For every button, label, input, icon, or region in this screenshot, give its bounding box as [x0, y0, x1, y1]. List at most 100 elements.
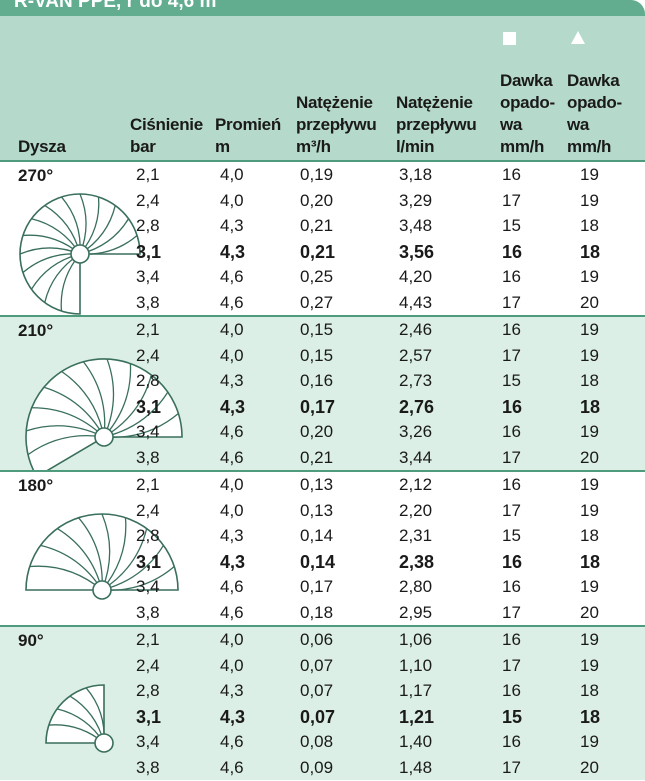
- table-cell: 4,6: [220, 757, 244, 777]
- row-group: 90° 2,1 4,0 0,06 1,06 16 19 2,4 4,0 0,07 1,10 17 19 2…: [0, 625, 645, 780]
- table-cell: 2,73: [399, 371, 433, 390]
- table-cell: 4,0: [220, 475, 244, 494]
- triangle-icon: [571, 31, 585, 44]
- table-cell: 18: [580, 526, 599, 545]
- table-cell: 0,20: [300, 422, 334, 441]
- table-cell: 2,8: [136, 526, 160, 545]
- table-cell: 19: [580, 267, 599, 286]
- table-cell: 15: [502, 706, 523, 727]
- table-cell: 3,44: [399, 447, 433, 467]
- table-cell: 4,3: [220, 551, 246, 572]
- column-header: Natężenie przepływu l/min: [396, 92, 477, 158]
- table-cell: 17: [502, 602, 521, 622]
- header-line: mm/h: [567, 137, 612, 156]
- row-group: 270° 2,1 4,0 0,19 3,18 16 19 2,4 4,0 0,20 3,29 17 19…: [0, 160, 645, 315]
- table-cell: 4,0: [220, 500, 244, 520]
- table-cell: 3,8: [136, 602, 160, 622]
- table-cell: 16: [502, 475, 521, 494]
- square-icon: [503, 32, 516, 45]
- table-cell: 19: [580, 165, 599, 184]
- column-header: Dysza: [18, 136, 66, 158]
- table-cell: 2,4: [136, 190, 160, 210]
- table-cell: 3,1: [136, 396, 162, 417]
- nozzle-icon: [45, 684, 114, 753]
- table-cell: 17: [502, 292, 521, 312]
- table-cell: 19: [580, 630, 599, 649]
- table-cell: 18: [580, 371, 599, 390]
- table-cell: 1,17: [399, 681, 433, 700]
- table-cell: 4,43: [399, 292, 433, 312]
- table-cell: 4,3: [220, 216, 244, 235]
- table-cell: 2,1: [136, 630, 160, 649]
- table-cell: 3,4: [136, 732, 160, 751]
- nozzle-icon: [19, 193, 141, 315]
- table-cell: 4,3: [220, 526, 244, 545]
- table-cell: 4,0: [220, 165, 244, 184]
- table-cell: 4,0: [220, 345, 244, 365]
- table-cell: 4,0: [220, 190, 244, 210]
- table-cell: 20: [580, 447, 599, 467]
- table-cell: 4,20: [399, 267, 433, 286]
- table-cell: 16: [502, 551, 523, 572]
- table-cell: 16: [502, 165, 521, 184]
- table-cell: 2,4: [136, 655, 160, 675]
- table-cell: 4,3: [220, 241, 246, 262]
- table-cell: 0,06: [300, 630, 334, 649]
- table-cell: 4,3: [220, 371, 244, 390]
- header-line: wa: [567, 115, 590, 134]
- table-cell: 3,1: [136, 551, 162, 572]
- column-header: Promień m: [215, 114, 281, 158]
- table-cell: 3,29: [399, 190, 433, 210]
- table-cell: 2,80: [399, 577, 433, 596]
- table-cell: 0,25: [300, 267, 334, 286]
- table-cell: 18: [580, 551, 601, 572]
- table-cell: 15: [502, 216, 521, 235]
- header-line: Dawka: [500, 71, 553, 90]
- row-group: 180° 2,1 4,0 0,13 2,12 16 19 2,4 4,0 0,13 2,20 17 19…: [0, 470, 645, 625]
- table-cell: 0,07: [300, 706, 336, 727]
- table-cell: 2,38: [399, 551, 435, 572]
- table-cell: 19: [580, 577, 599, 596]
- table-cell: 19: [580, 475, 599, 494]
- table-cell: 17: [502, 447, 521, 467]
- table-cell: 2,4: [136, 345, 160, 365]
- table-cell: 3,8: [136, 292, 160, 312]
- header-line: mm/h: [500, 137, 545, 156]
- header-line: l/min: [396, 137, 435, 156]
- table-cell: 2,1: [136, 165, 160, 184]
- table-cell: 2,1: [136, 320, 160, 339]
- table-cell: 17: [502, 190, 521, 210]
- table-cell: 20: [580, 757, 599, 777]
- table-cell: 4,6: [220, 292, 244, 312]
- table-cell: 0,27: [300, 292, 334, 312]
- table-cell: 0,19: [300, 165, 334, 184]
- table-cell: 2,76: [399, 396, 435, 417]
- table-cell: 0,13: [300, 500, 334, 520]
- table-cell: 16: [502, 267, 521, 286]
- table-cell: 15: [502, 526, 521, 545]
- table-cell: 4,6: [220, 267, 244, 286]
- table-cell: 2,8: [136, 216, 160, 235]
- table-cell: 20: [580, 602, 599, 622]
- table-cell: 4,6: [220, 447, 244, 467]
- table-cell: 4,6: [220, 732, 244, 751]
- table-cell: 18: [580, 396, 601, 417]
- table-cell: 2,95: [399, 602, 433, 622]
- table-cell: 18: [580, 681, 599, 700]
- table-cell: 2,8: [136, 371, 160, 390]
- title-bar: R-VAN PPE, r do 4,6 m: [0, 0, 645, 16]
- table-cell: 2,8: [136, 681, 160, 700]
- table-header: Dysza Ciśnienie bar Promień m Natężenie przepł…: [0, 16, 645, 160]
- table-cell: 2,1: [136, 475, 160, 494]
- table-cell: 0,15: [300, 345, 334, 365]
- table-cell: 2,46: [399, 320, 433, 339]
- table-cell: 19: [580, 500, 599, 520]
- table-cell: 19: [580, 345, 599, 365]
- header-line: opado-: [500, 93, 555, 112]
- nozzle-label: 180°: [18, 476, 54, 495]
- header-line: opado-: [567, 93, 622, 112]
- nozzle-icon: [25, 513, 179, 600]
- table-cell: 0,15: [300, 320, 334, 339]
- table-cell: 0,18: [300, 602, 334, 622]
- header-line: Natężenie: [296, 93, 373, 112]
